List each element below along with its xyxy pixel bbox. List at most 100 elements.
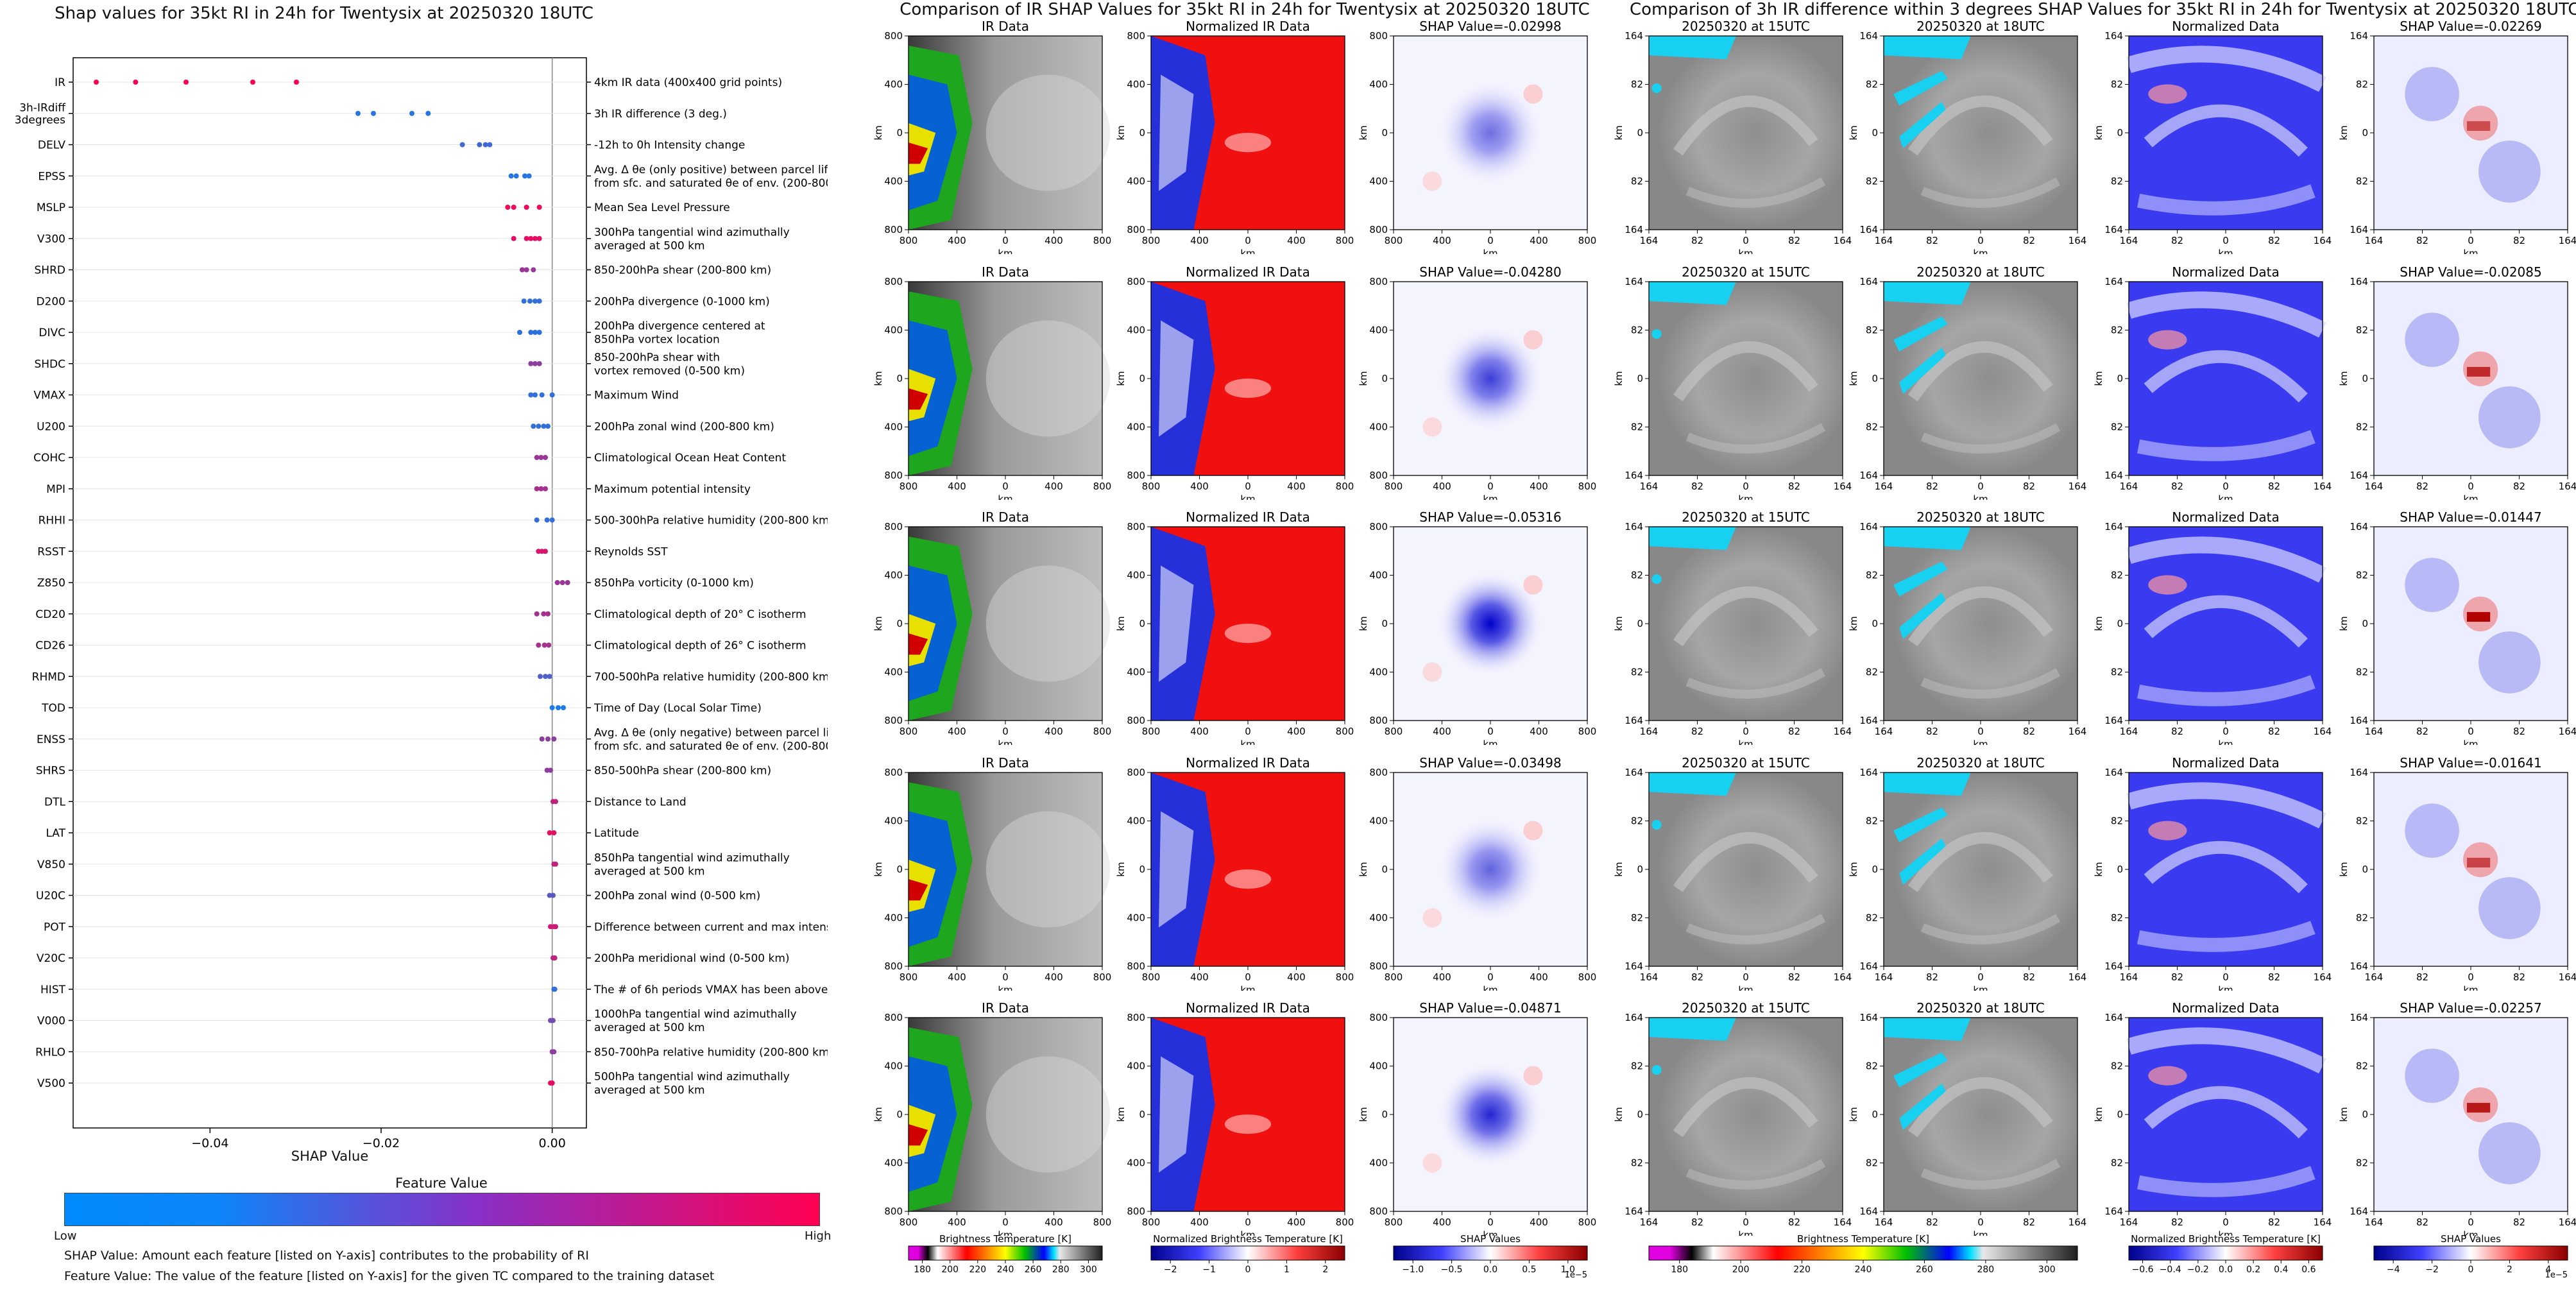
shap-point xyxy=(545,423,550,429)
svg-text:164: 164 xyxy=(2559,971,2576,983)
svg-text:800: 800 xyxy=(1369,276,1388,287)
svg-text:0: 0 xyxy=(1487,1216,1494,1228)
svg-text:SHAP Values: SHAP Values xyxy=(1460,1233,1521,1245)
svg-text:km: km xyxy=(873,125,884,140)
svg-text:0: 0 xyxy=(2117,127,2123,139)
shap-point xyxy=(511,235,516,241)
svg-text:Normalized Brightness Temperat: Normalized Brightness Temperature [K] xyxy=(1153,1233,1343,1245)
svg-text:82: 82 xyxy=(2111,667,2123,678)
svg-text:400: 400 xyxy=(948,1216,966,1228)
svg-text:0: 0 xyxy=(1002,971,1009,983)
feature-name-label: RHMD xyxy=(32,670,65,683)
svg-text:164: 164 xyxy=(1875,726,1893,737)
normalized-ir-panel: 800 400 0 400 8008004000400800kmkmNormalized… xyxy=(1116,1000,1354,1236)
shap-point xyxy=(409,110,414,116)
svg-text:0: 0 xyxy=(1381,618,1388,629)
shap-point xyxy=(526,173,532,179)
shap-point xyxy=(553,924,558,930)
svg-text:0: 0 xyxy=(1637,1109,1643,1120)
svg-text:164: 164 xyxy=(2365,1216,2384,1228)
svg-text:km: km xyxy=(2339,371,2350,386)
svg-text:SHAP Value=-0.02269: SHAP Value=-0.02269 xyxy=(2400,19,2541,34)
svg-text:km: km xyxy=(1848,862,1859,876)
svg-text:km: km xyxy=(873,371,884,386)
svg-text:−0.2: −0.2 xyxy=(2187,1265,2209,1275)
svg-text:800: 800 xyxy=(1578,1216,1597,1228)
svg-text:km: km xyxy=(2463,248,2478,254)
shap-point xyxy=(527,298,533,304)
svg-text:km: km xyxy=(2218,1229,2233,1236)
svg-text:km: km xyxy=(1116,616,1127,631)
shap-point xyxy=(549,517,555,523)
svg-text:400: 400 xyxy=(1287,726,1306,737)
svg-text:1.0: 1.0 xyxy=(1561,1265,1575,1275)
svg-text:0.0: 0.0 xyxy=(1483,1265,1497,1275)
svg-text:km: km xyxy=(1848,616,1859,631)
svg-text:280: 280 xyxy=(1052,1265,1070,1275)
svg-text:164: 164 xyxy=(1859,30,1878,42)
svg-text:164: 164 xyxy=(1625,1206,1643,1217)
feature-description-label: 1000hPa tangential wind azimuthally xyxy=(594,1008,797,1021)
svg-text:400: 400 xyxy=(1433,481,1451,492)
svg-text:0: 0 xyxy=(1487,971,1494,983)
feature-description-label: Mean Sea Level Pressure xyxy=(594,201,730,214)
svg-text:800: 800 xyxy=(1127,767,1145,778)
svg-text:164: 164 xyxy=(2104,715,2123,726)
svg-text:800: 800 xyxy=(1578,726,1597,737)
shap-point xyxy=(544,517,550,523)
svg-text:82: 82 xyxy=(1631,422,1643,433)
svg-text:0: 0 xyxy=(1743,1216,1749,1228)
svg-text:400: 400 xyxy=(884,1061,903,1072)
feature-description-label: Latitude xyxy=(594,827,639,840)
feature-description-label: The # of 6h periods VMAX has been above … xyxy=(593,984,828,996)
ir-shap-colorbar: SHAP Values −1.0 −0.5 0.0 0.5 1.01e−5 xyxy=(1393,1233,1588,1278)
svg-text:82: 82 xyxy=(2111,1157,2123,1169)
svg-text:82: 82 xyxy=(2171,971,2183,983)
shap-point xyxy=(554,580,560,585)
svg-text:0: 0 xyxy=(1872,864,1878,875)
svg-text:164: 164 xyxy=(2314,726,2332,737)
svg-text:km: km xyxy=(998,248,1012,254)
svg-text:0: 0 xyxy=(2117,618,2123,629)
svg-text:SHAP Value=-0.04871: SHAP Value=-0.04871 xyxy=(1419,1000,1561,1016)
svg-text:164: 164 xyxy=(1625,767,1643,778)
svg-text:km: km xyxy=(1358,616,1369,631)
svg-text:800: 800 xyxy=(1385,1216,1403,1228)
svg-text:82: 82 xyxy=(2356,570,2368,581)
svg-text:82: 82 xyxy=(2268,235,2280,246)
svg-text:0: 0 xyxy=(2468,971,2474,983)
svg-text:SHAP Values: SHAP Values xyxy=(2441,1233,2501,1245)
svg-text:0.6: 0.6 xyxy=(2301,1265,2316,1275)
svg-text:0: 0 xyxy=(896,1109,903,1120)
feature-name-label: MPI xyxy=(46,483,65,496)
shap-point xyxy=(533,298,538,304)
shap-plot-content: −0.04 −0.02 0.00 IR 4km IR data (400x400 gri… xyxy=(15,58,828,1150)
feature-name-label: RSST xyxy=(37,545,65,558)
feature-name-label: DTL xyxy=(44,796,65,808)
svg-text:164: 164 xyxy=(2068,971,2087,983)
svg-text:82: 82 xyxy=(2268,971,2280,983)
svg-text:km: km xyxy=(2218,248,2233,254)
shap-point xyxy=(543,674,548,679)
svg-text:400: 400 xyxy=(884,422,903,433)
svg-text:0: 0 xyxy=(1872,1109,1878,1120)
shap-point xyxy=(508,173,514,179)
svg-text:82: 82 xyxy=(1926,235,1938,246)
feature-description-label: 200hPa divergence (0-1000 km) xyxy=(594,295,770,308)
svg-text:IR Data: IR Data xyxy=(982,1000,1029,1016)
svg-text:800: 800 xyxy=(900,1216,918,1228)
svg-text:km: km xyxy=(2463,984,2478,991)
shap-point xyxy=(539,392,545,398)
svg-text:400: 400 xyxy=(1530,481,1548,492)
svg-text:−1: −1 xyxy=(1202,1265,1216,1275)
feature-name-label: TOD xyxy=(41,702,65,715)
svg-text:82: 82 xyxy=(1866,422,1878,433)
feature-description-label: 3h IR difference (3 deg.) xyxy=(594,108,727,121)
normalized-ir-panel: 800 400 0 400 8008004000400800kmkmNormalized… xyxy=(1116,19,1354,254)
feature-description-label: from sfc. and saturated θe of env. (200-… xyxy=(594,177,828,190)
svg-text:82: 82 xyxy=(2111,815,2123,827)
svg-text:82: 82 xyxy=(2268,1216,2280,1228)
